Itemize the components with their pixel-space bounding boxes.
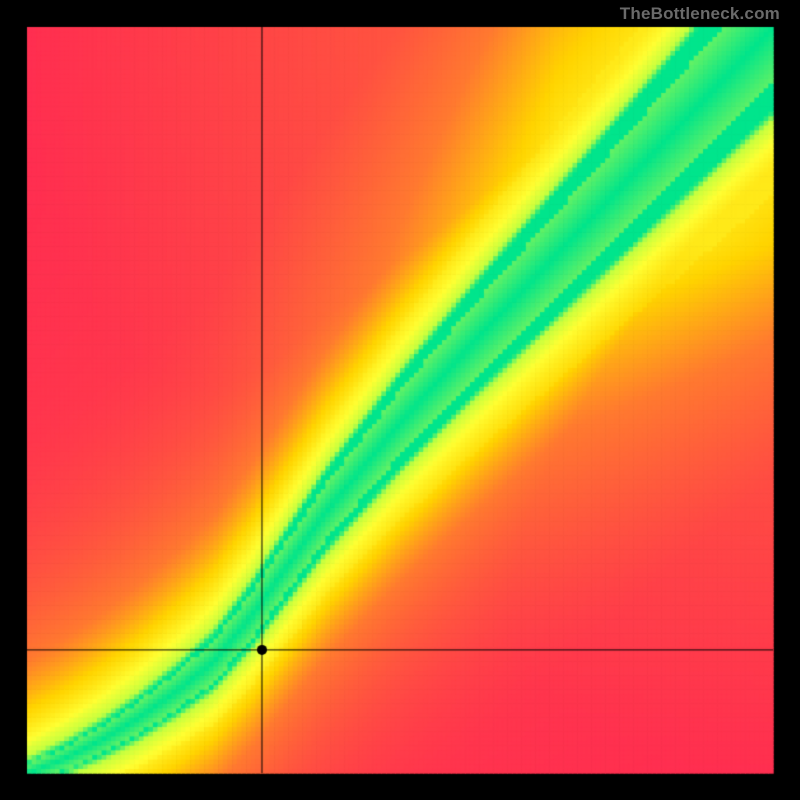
heatmap-canvas xyxy=(0,0,800,800)
chart-container: TheBottleneck.com xyxy=(0,0,800,800)
watermark-label: TheBottleneck.com xyxy=(620,4,780,24)
